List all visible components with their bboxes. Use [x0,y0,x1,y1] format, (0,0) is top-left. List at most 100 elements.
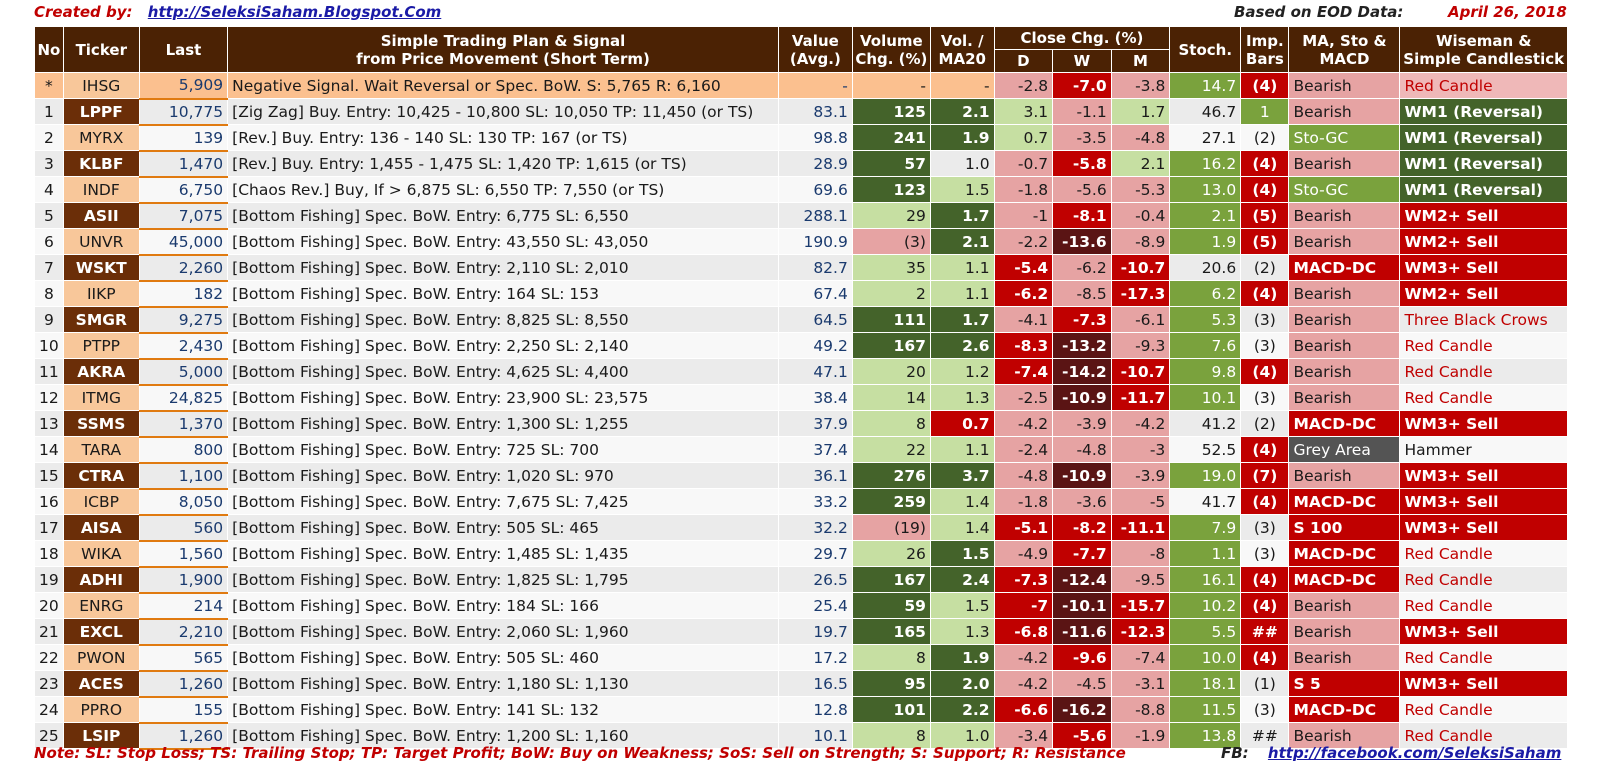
imp-bars: ## [1240,618,1290,645]
trading-plan: [Bottom Fishing] Spec. BoW. Entry: 164 S… [227,280,779,307]
close-chg-d: -1.8 [993,488,1054,515]
close-chg-d: -6.2 [993,280,1054,307]
close-chg-m: -3.9 [1110,462,1171,489]
volume-chg: 59 [851,592,931,619]
vol-ma20: 2.6 [929,332,995,359]
wiseman-signal: WM3+ Sell [1399,488,1568,515]
row-no: 18 [34,540,64,567]
vol-ma20: 3.7 [929,462,995,489]
imp-bars: (2) [1240,410,1290,437]
ticker: ICBP [62,488,140,515]
last-price: 5,000 [138,358,229,386]
close-chg-w: -4.8 [1052,436,1112,463]
wiseman-signal: WM3+ Sell [1399,514,1568,541]
avg-value: 69.6 [777,176,853,203]
facebook-link[interactable]: http://facebook.com/SeleksiSaham [1267,744,1562,762]
stoch: 41.2 [1169,410,1242,437]
stoch: 7.6 [1169,332,1242,359]
trading-plan: [Bottom Fishing] Spec. BoW. Entry: 23,90… [227,384,779,411]
trading-plan: [Bottom Fishing] Spec. BoW. Entry: 725 S… [227,436,779,463]
stoch: 2.1 [1169,202,1242,229]
close-chg-d: -7.3 [993,566,1054,593]
avg-value: 32.2 [777,514,853,541]
volume-chg: 111 [851,306,931,333]
col-volume: Volume Chg. (%) [851,26,931,73]
wiseman-signal: Red Candle [1399,332,1568,359]
wiseman-signal: Red Candle [1399,540,1568,567]
volume-chg: 167 [851,332,931,359]
footer: Note: SL: Stop Loss; TS: Trailing Stop; … [0,742,1600,766]
ma-signal: Bearish [1288,202,1401,229]
wiseman-signal: Red Candle [1399,722,1568,749]
vol-ma20: 1.4 [929,488,995,515]
close-chg-w: -9.6 [1052,644,1112,671]
table-row: 8 IIKP 182 [Bottom Fishing] Spec. BoW. Entr… [34,280,1568,308]
close-chg-d: -2.4 [993,436,1054,463]
vol-ma20: 0.7 [929,410,995,437]
ticker: INDF [62,176,140,203]
close-chg-w: -3.9 [1052,410,1112,437]
stoch: 27.1 [1169,124,1242,151]
vol-ma20: 2.2 [929,696,995,723]
stoch: 14.7 [1169,72,1242,99]
imp-bars: (4) [1240,436,1290,463]
stoch: 5.3 [1169,306,1242,333]
trading-plan: [Rev.] Buy. Entry: 1,455 - 1,475 SL: 1,4… [227,150,779,177]
close-chg-w: -6.2 [1052,254,1112,281]
last-price: 10,775 [138,98,229,126]
table-row: 9 SMGR 9,275 [Bottom Fishing] Spec. BoW. En… [34,306,1568,334]
close-chg-w: -14.2 [1052,358,1112,385]
blog-link[interactable]: http://SeleksiSaham.Blogspot.Com [147,3,442,21]
row-no: 1 [34,98,64,125]
row-no: 21 [34,618,64,645]
imp-bars: (4) [1240,644,1290,671]
close-chg-w: -10.1 [1052,592,1112,619]
stoch: 1.1 [1169,540,1242,567]
trading-plan: [Bottom Fishing] Spec. BoW. Entry: 8,825… [227,306,779,333]
ma-signal: Bearish [1288,618,1401,645]
close-chg-d: -4.9 [993,540,1054,567]
row-no: 25 [34,722,64,749]
wiseman-signal: Red Candle [1399,72,1568,99]
table-row: 6 UNVR 45,000 [Bottom Fishing] Spec. BoW. E… [34,228,1568,256]
last-price: 565 [138,644,229,672]
last-price: 1,470 [138,150,229,178]
imp-bars: (5) [1240,202,1290,229]
last-price: 1,900 [138,566,229,594]
ma-signal: Bearish [1288,228,1401,255]
table-row: 20 ENRG 214 [Bottom Fishing] Spec. BoW. Ent… [34,592,1568,620]
volume-chg: 8 [851,722,931,749]
imp-bars: (4) [1240,150,1290,177]
based-on-label: Based on EOD Data: [1234,3,1404,21]
ticker: MYRX [62,124,140,151]
col-vol-ma20: Vol. / MA20 [929,26,995,73]
avg-value: 67.4 [777,280,853,307]
row-no: 10 [34,332,64,359]
ma-signal: Bearish [1288,98,1401,125]
col-imp-bars: Imp. Bars [1240,26,1290,73]
avg-value: 190.9 [777,228,853,255]
close-chg-m: -5 [1110,488,1171,515]
last-price: 1,560 [138,540,229,568]
close-chg-d: -2.2 [993,228,1054,255]
table-row: 1 LPPF 10,775 [Zig Zag] Buy. Entry: 10,425 … [34,98,1568,126]
close-chg-m: -0.4 [1110,202,1171,229]
row-no: 8 [34,280,64,307]
last-price: 1,260 [138,722,229,750]
row-no: 15 [34,462,64,489]
last-price: 182 [138,280,229,308]
wiseman-signal: WM2+ Sell [1399,202,1568,229]
ma-signal: S 5 [1288,670,1401,697]
volume-chg: 57 [851,150,931,177]
ma-signal: MACD-DC [1288,254,1401,281]
close-chg-w: -5.6 [1052,722,1112,749]
close-chg-m: -1.9 [1110,722,1171,749]
imp-bars: (4) [1240,280,1290,307]
last-price: 7,075 [138,202,229,230]
close-chg-w: -8.2 [1052,514,1112,541]
col-last: Last [138,26,229,73]
col-wiseman: Wiseman & Simple Candlestick [1399,26,1568,73]
volume-chg: 35 [851,254,931,281]
ticker: LPPF [62,98,140,125]
volume-chg: 276 [851,462,931,489]
